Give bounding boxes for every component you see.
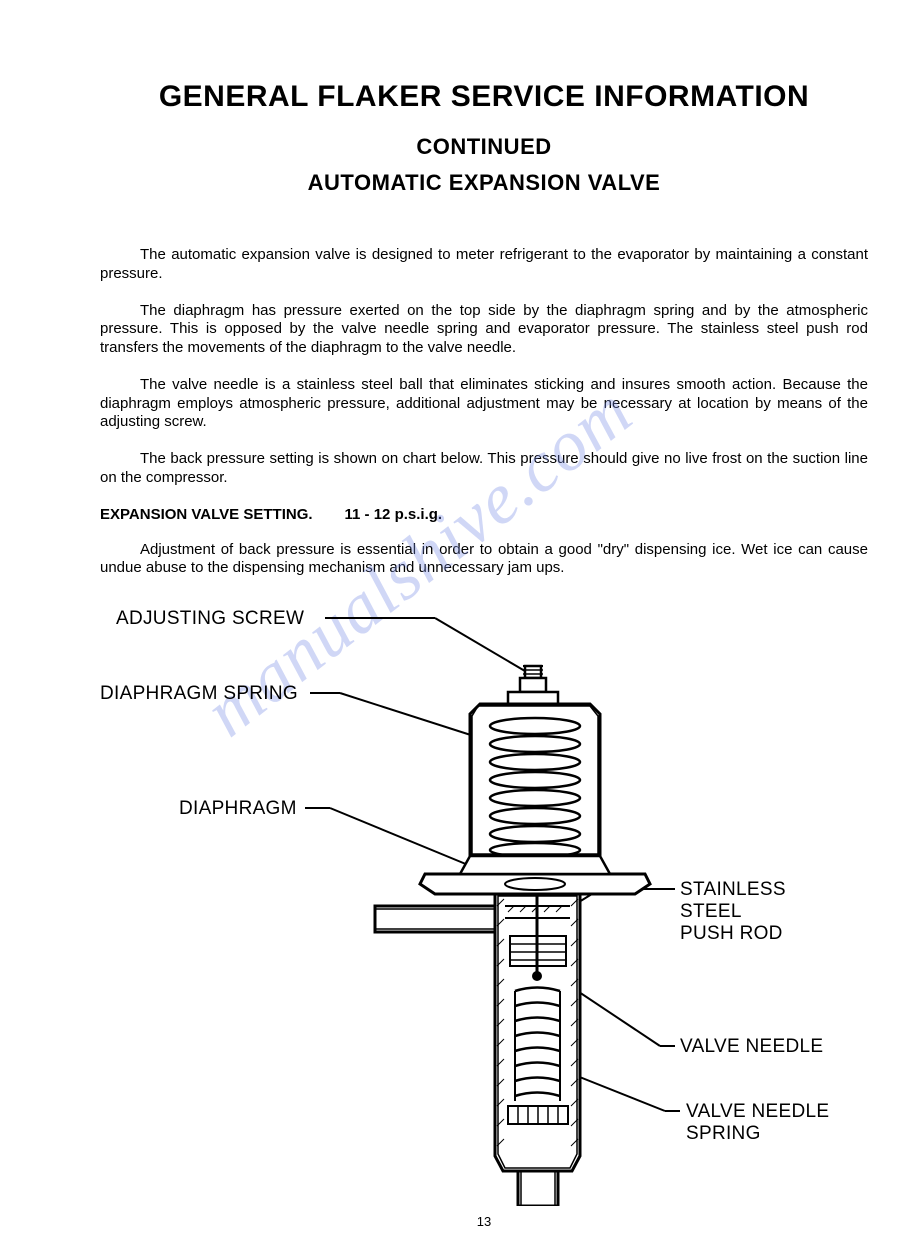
expansion-valve-setting: EXPANSION VALVE SETTING. 11 - 12 p.s.i.g.	[100, 506, 868, 523]
subtitle-continued: CONTINUED	[100, 134, 868, 160]
paragraph-5: Adjustment of back pressure is essential…	[100, 541, 868, 579]
setting-value: 11 - 12 p.s.i.g.	[345, 506, 443, 523]
valve-diagram: ADJUSTING SCREW DIAPHRAGM SPRING DIAPHRA…	[100, 596, 870, 1206]
paragraph-3: The valve needle is a stainless steel ba…	[100, 376, 868, 432]
subtitle-section: AUTOMATIC EXPANSION VALVE	[100, 170, 868, 196]
paragraph-4: The back pressure setting is shown on ch…	[100, 450, 868, 488]
paragraph-1: The automatic expansion valve is designe…	[100, 246, 868, 284]
paragraph-2: The diaphragm has pressure exerted on th…	[100, 302, 868, 358]
setting-label: EXPANSION VALVE SETTING.	[100, 506, 313, 523]
page-title: GENERAL FLAKER SERVICE INFORMATION	[100, 80, 868, 114]
page-number: 13	[100, 1214, 868, 1229]
valve-svg	[100, 596, 870, 1206]
